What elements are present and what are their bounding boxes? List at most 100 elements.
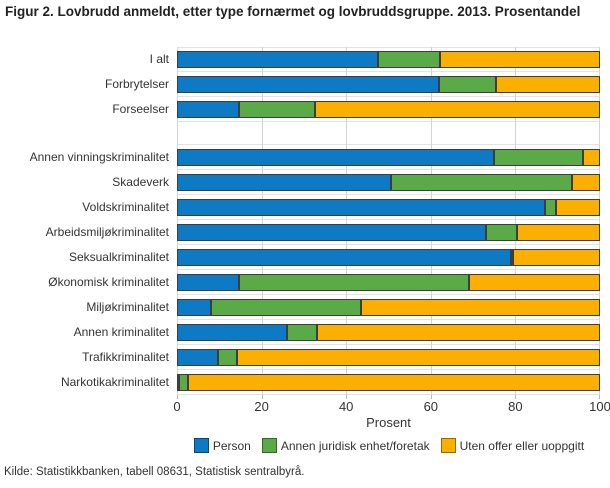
chart-row: Voldskriminalitet (0, 195, 610, 220)
axis-tick-mark (515, 395, 517, 399)
bar-segment-foretak[interactable] (511, 249, 514, 266)
gridline-vertical (346, 47, 348, 395)
bar-segment-person[interactable] (177, 299, 211, 316)
bar-track (177, 149, 600, 166)
chart-area: I alt Forbrytelser Forseelser Annen vinning… (0, 47, 610, 467)
axis-tick-label: 60 (423, 399, 439, 414)
legend-label-uten-offer: Uten offer eller uoppgitt (459, 438, 585, 453)
figure-title: Figur 2. Lovbrudd anmeldt, etter type fo… (5, 4, 581, 19)
bar-segment-person[interactable] (177, 249, 512, 266)
gridline-vertical (430, 47, 432, 395)
axis-tick-label: 100 (589, 399, 610, 414)
chart-legend: Person Annen juridisk enhet/foretak Uten… (168, 438, 610, 453)
category-label: Narkotikakriminalitet (60, 375, 169, 389)
gridline-horizontal (177, 194, 600, 195)
bar-track (177, 374, 601, 391)
bar-segment-uten-offer[interactable] (516, 224, 600, 241)
bar-segment-person[interactable] (177, 101, 240, 118)
bar-segment-foretak[interactable] (210, 299, 361, 316)
bar-segment-person[interactable] (177, 199, 545, 216)
row-spacer (0, 122, 610, 145)
bar-segment-uten-offer[interactable] (187, 374, 601, 391)
legend-label-person: Person (212, 438, 251, 453)
legend-swatch-person (193, 438, 209, 453)
bar-segment-uten-offer[interactable] (583, 149, 600, 166)
bar-segment-foretak[interactable] (494, 149, 584, 166)
gridline-vertical (261, 47, 263, 395)
legend-swatch-uten-offer (440, 438, 456, 453)
bar-segment-uten-offer[interactable] (360, 299, 600, 316)
bar-segment-person[interactable] (177, 149, 495, 166)
gridline-horizontal (177, 244, 600, 245)
bar-segment-uten-offer[interactable] (439, 51, 600, 68)
bar-segment-uten-offer[interactable] (555, 199, 600, 216)
bar-segment-foretak[interactable] (239, 101, 316, 118)
chart-rows: I alt Forbrytelser Forseelser Annen vinning… (0, 47, 610, 395)
category-label: Trafikkriminalitet (82, 350, 169, 364)
bar-segment-person[interactable] (177, 224, 486, 241)
category-label: Arbeidsmiljøkriminalitet (45, 225, 169, 239)
bar-segment-person[interactable] (177, 51, 378, 68)
legend-swatch-foretak (261, 438, 277, 453)
bar-segment-uten-offer[interactable] (513, 249, 600, 266)
bar-segment-foretak[interactable] (390, 174, 573, 191)
category-label: Forbrytelser (104, 77, 169, 91)
legend-item-uten-offer[interactable]: Uten offer eller uoppgitt (440, 438, 585, 453)
chart-grid (177, 47, 600, 399)
bar-track (177, 299, 600, 316)
axis-tick-label: 20 (254, 399, 269, 414)
axis-tick-label: 0 (173, 399, 181, 414)
category-label: Miljøkriminalitet (86, 300, 169, 314)
gridline-horizontal (177, 294, 600, 295)
category-label: Seksualkriminalitet (68, 250, 169, 264)
chart-row: Miljøkriminalitet (0, 295, 610, 320)
x-axis: 0 20 40 60 80 100 (173, 399, 610, 414)
bar-segment-uten-offer[interactable] (495, 76, 600, 93)
bar-segment-foretak[interactable] (239, 274, 470, 291)
bar-segment-foretak[interactable] (286, 324, 317, 341)
legend-item-foretak[interactable]: Annen juridisk enhet/foretak (261, 438, 430, 453)
bar-segment-person[interactable] (177, 174, 391, 191)
bar-segment-person[interactable] (177, 374, 179, 391)
axis-tick-mark (599, 395, 600, 399)
bar-track (177, 274, 600, 291)
chart-row: Annen kriminalitet (0, 320, 610, 345)
bar-segment-uten-offer[interactable] (315, 101, 600, 118)
chart-row: I alt (0, 47, 610, 72)
bar-segment-foretak[interactable] (439, 76, 496, 93)
bar-segment-person[interactable] (177, 349, 219, 366)
chart-row: Seksualkriminalitet (0, 245, 610, 270)
chart-row: Annen vinningskriminalitet (0, 145, 610, 170)
chart-row: Trafikkriminalitet (0, 345, 610, 370)
gridline-vertical (515, 47, 517, 395)
axis-tick-mark (177, 395, 178, 399)
gridline-vertical (599, 47, 600, 395)
bar-segment-uten-offer[interactable] (572, 174, 600, 191)
axis-tick-mark (430, 395, 432, 399)
bar-segment-person[interactable] (177, 76, 440, 93)
gridline-horizontal (177, 121, 600, 122)
bar-segment-uten-offer[interactable] (316, 324, 600, 341)
bar-track (177, 349, 600, 366)
category-label: I alt (149, 52, 169, 66)
bar-segment-foretak[interactable] (485, 224, 517, 241)
bar-segment-foretak[interactable] (179, 374, 188, 391)
bar-segment-person[interactable] (177, 324, 287, 341)
legend-item-person[interactable]: Person (193, 438, 251, 453)
bar-segment-foretak[interactable] (218, 349, 238, 366)
legend-label-foretak: Annen juridisk enhet/foretak (280, 438, 430, 453)
bar-segment-uten-offer[interactable] (237, 349, 600, 366)
bar-track (177, 174, 600, 191)
bar-segment-uten-offer[interactable] (469, 274, 600, 291)
bar-track (177, 51, 600, 68)
gridline-horizontal (177, 369, 600, 370)
chart-row: Skadeverk (0, 170, 610, 195)
category-label: Voldskriminalitet (82, 200, 169, 214)
gridline-horizontal (177, 319, 600, 320)
bar-segment-person[interactable] (177, 274, 240, 291)
bar-segment-foretak[interactable] (377, 51, 440, 68)
bar-track (177, 199, 600, 216)
category-label: Skadeverk (112, 175, 169, 189)
bar-segment-foretak[interactable] (545, 199, 556, 216)
